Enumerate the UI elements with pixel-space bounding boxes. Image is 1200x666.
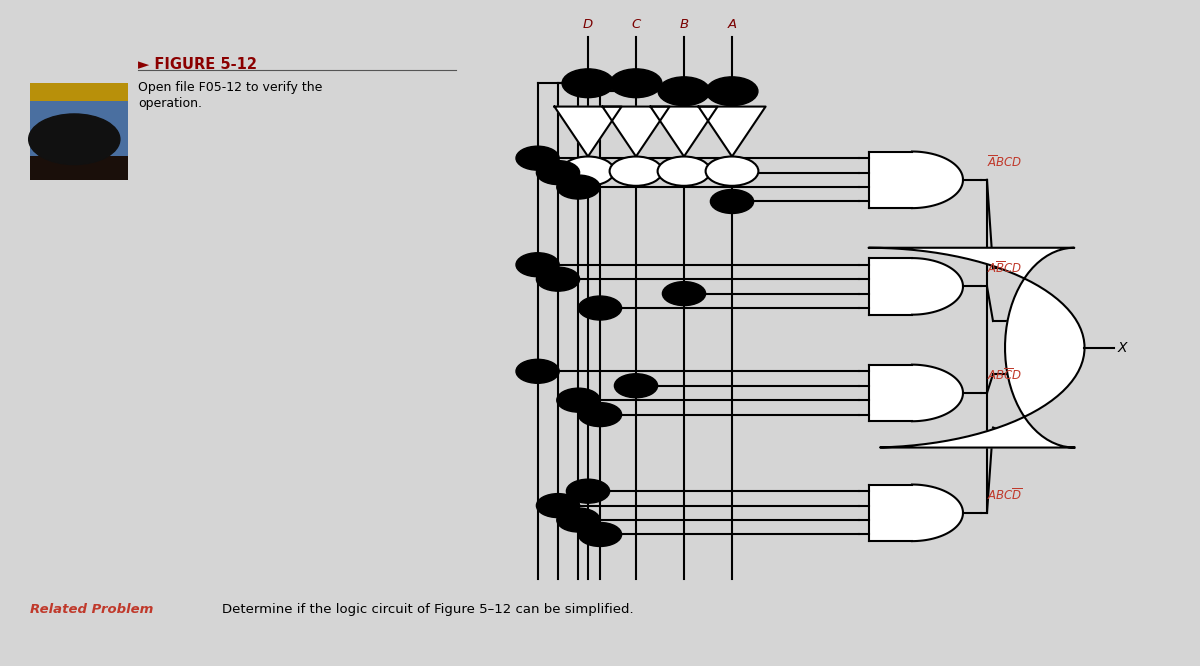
Circle shape [536,267,580,291]
Circle shape [516,360,559,384]
Polygon shape [869,258,962,315]
Circle shape [44,123,104,156]
Circle shape [658,157,710,186]
Text: $\overline{A}BCD$: $\overline{A}BCD$ [986,154,1022,170]
Circle shape [562,69,614,98]
Text: $A\overline{B}CD$: $A\overline{B}CD$ [986,260,1022,276]
Polygon shape [869,248,1085,448]
Polygon shape [30,83,128,180]
Text: B: B [679,18,689,31]
Polygon shape [602,107,670,157]
Text: $AB\overline{C}D$: $AB\overline{C}D$ [986,367,1022,383]
Circle shape [557,388,600,412]
Circle shape [614,374,658,398]
Polygon shape [869,485,962,541]
Text: $ABC\overline{D}$: $ABC\overline{D}$ [986,487,1022,503]
Circle shape [557,508,600,532]
Circle shape [60,131,89,147]
Text: operation.: operation. [138,97,202,110]
Circle shape [662,282,706,306]
Circle shape [29,114,120,165]
Text: X: X [1118,340,1128,355]
Circle shape [578,522,622,546]
Circle shape [578,402,622,427]
Circle shape [516,147,559,170]
Polygon shape [869,365,962,422]
Circle shape [610,157,662,186]
Polygon shape [30,83,128,101]
Circle shape [706,77,758,106]
Polygon shape [30,156,128,180]
Circle shape [516,253,559,277]
Polygon shape [869,152,962,208]
Text: ► FIGURE 5-12: ► FIGURE 5-12 [138,57,257,72]
Text: Related Problem: Related Problem [30,603,154,616]
Text: Open file F05-12 to verify the: Open file F05-12 to verify the [138,81,323,95]
Circle shape [710,189,754,213]
Text: A: A [727,18,737,31]
Text: C: C [631,18,641,31]
Circle shape [706,157,758,186]
Circle shape [562,157,614,186]
Circle shape [610,69,662,98]
Polygon shape [698,107,766,157]
Circle shape [557,175,600,199]
Circle shape [578,296,622,320]
Polygon shape [554,107,622,157]
Text: Determine if the logic circuit of Figure 5–12 can be simplified.: Determine if the logic circuit of Figure… [222,603,634,616]
Circle shape [536,494,580,517]
Circle shape [658,77,710,106]
Polygon shape [650,107,718,157]
Circle shape [536,161,580,184]
Circle shape [68,136,80,143]
Circle shape [566,480,610,503]
Text: D: D [583,18,593,31]
